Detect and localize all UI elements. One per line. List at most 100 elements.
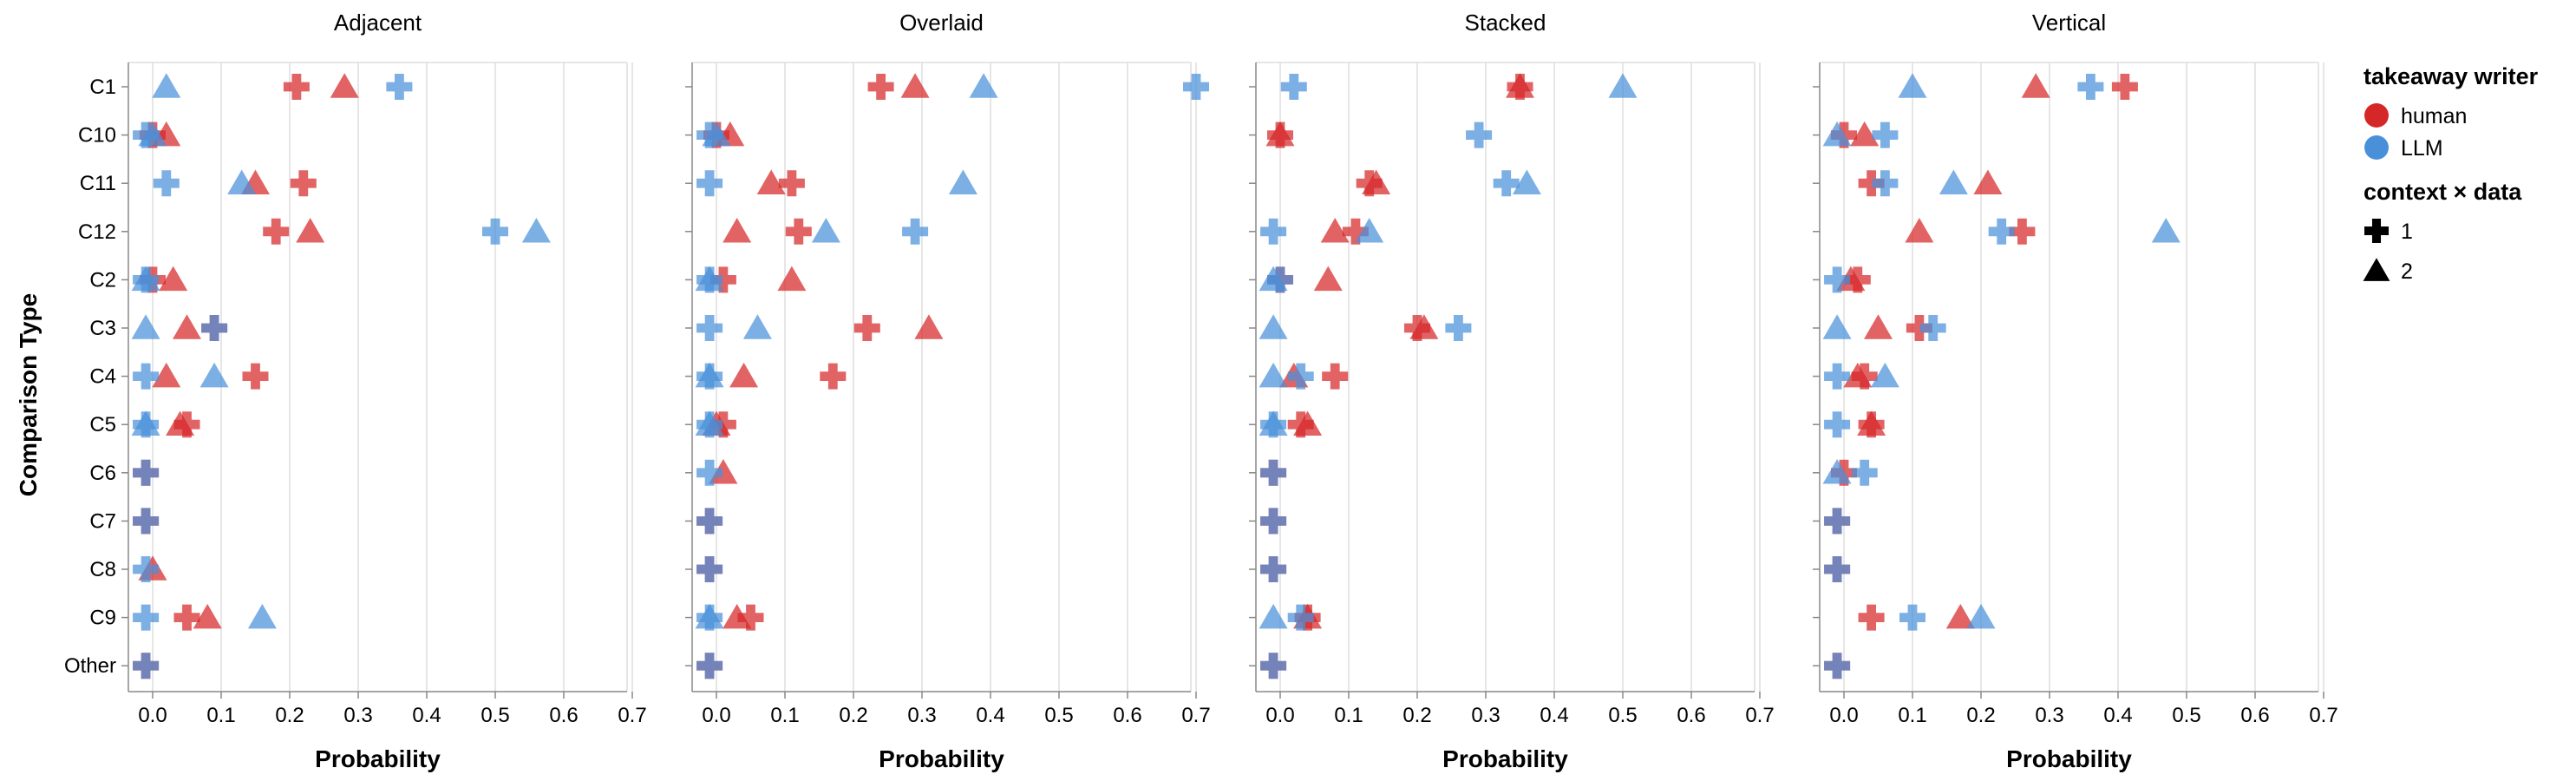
point-llm-triangle-c5 — [131, 410, 160, 436]
x-tick-label: 0.7 — [618, 704, 646, 727]
point-human-triangle-c4 — [1843, 362, 1873, 388]
facet-adjacent: Adjacent 0.0 0.1 0.2 0.3 0.4 0.5 0.6 0.7 C1 C10 C11… — [64, 10, 647, 772]
legend-swatch-human — [2364, 103, 2389, 128]
facet-stacked: Stacked 0.0 0.1 0.2 0.3 0.4 0.5 0.6 0.7 Probabili… — [1249, 10, 1775, 772]
point-llm-cross-c8 — [133, 556, 160, 582]
point-human-cross-c9 — [1858, 604, 1885, 631]
point-human-triangle-c2 — [1313, 266, 1343, 292]
point-llm-triangle-c4 — [1870, 362, 1899, 388]
point-human-cross-c11 — [1858, 170, 1885, 197]
point-llm-cross-c3 — [696, 315, 723, 341]
y-tick-label: C2 — [89, 268, 116, 292]
point-llm-cross-c1 — [1183, 74, 1209, 100]
legend-color-title: takeaway writer — [2364, 63, 2539, 89]
point-human-triangle-c5 — [1857, 410, 1886, 436]
point-llm-triangle-c2 — [131, 266, 160, 292]
point-human-triangle-c12 — [1320, 218, 1350, 243]
x-tick-label: 0.5 — [481, 704, 509, 727]
x-tick-label: 0.2 — [1402, 704, 1431, 727]
point-llm-cross-c12 — [902, 218, 929, 245]
x-tick-label: 0.6 — [1113, 704, 1141, 727]
point-llm-cross-c6 — [1851, 459, 1878, 486]
point-human-triangle-c9 — [1945, 603, 1975, 629]
point-llm-triangle-c1 — [152, 73, 181, 98]
point-llm-cross-c7 — [1824, 508, 1851, 535]
point-llm-cross-c10 — [1466, 121, 1493, 148]
point-llm-triangle-c9 — [695, 603, 724, 629]
x-tick-label: 0.2 — [839, 704, 867, 727]
point-llm-cross-c8 — [1824, 556, 1851, 582]
point-llm-cross-c5 — [1824, 411, 1851, 438]
x-tick-label: 0.1 — [206, 704, 235, 727]
y-tick-label: Other — [64, 654, 116, 678]
point-llm-triangle-c3 — [742, 314, 772, 339]
point-llm-triangle-c10 — [702, 121, 731, 147]
point-llm-triangle-c2 — [695, 266, 724, 292]
x-tick-label: 0.3 — [1471, 704, 1500, 727]
point-human-triangle-c3 — [914, 314, 944, 339]
point-human-triangle-c11 — [1973, 169, 2003, 194]
point-human-triangle-c11 — [1362, 169, 1391, 194]
point-human-triangle-c1 — [900, 73, 930, 98]
point-llm-cross-c3 — [1445, 315, 1472, 341]
point-human-cross-c9 — [173, 604, 200, 631]
point-human-cross-c4 — [1322, 363, 1349, 390]
point-llm-cross-c11 — [153, 170, 180, 197]
legend-shape-triangle-icon — [2363, 258, 2390, 281]
point-human-triangle-c3 — [173, 314, 201, 339]
point-human-triangle-c10 — [1265, 121, 1295, 147]
legend-shape-title: context × data — [2364, 179, 2522, 205]
x-tick-label: 0.1 — [770, 704, 799, 727]
point-llm-triangle-c11 — [1939, 169, 1968, 194]
point-llm-cross-c6 — [696, 459, 723, 486]
point-human-cross-c2 — [709, 266, 736, 293]
point-llm-cross-c4 — [1287, 363, 1314, 390]
x-tick-label: 0.0 — [702, 704, 730, 727]
facet-overlaid: Overlaid 0.0 0.1 0.2 0.3 0.4 0.5 0.6 0.7 Probabil… — [685, 10, 1211, 772]
y-tick-label: C1 — [89, 75, 116, 99]
point-human-triangle-c6 — [709, 459, 738, 484]
x-axis-title: Probability — [879, 745, 1004, 772]
point-llm-cross-other — [1260, 653, 1287, 679]
point-llm-cross-c11 — [1493, 170, 1520, 197]
point-llm-cross-c9 — [1287, 604, 1314, 631]
point-llm-triangle-c12 — [811, 218, 840, 243]
point-llm-triangle-c12 — [521, 218, 551, 243]
point-human-cross-c1 — [2111, 74, 2138, 100]
x-tick-label: 0.2 — [1966, 704, 1995, 727]
point-llm-cross-c1 — [386, 74, 413, 100]
facet-title: Adjacent — [334, 10, 422, 36]
point-llm-triangle-c2 — [1259, 266, 1288, 292]
point-human-triangle-c9 — [193, 603, 222, 629]
point-human-cross-c3 — [1906, 315, 1932, 341]
point-llm-triangle-c1 — [969, 73, 998, 98]
point-human-triangle-c4 — [152, 362, 181, 388]
point-llm-triangle-c5 — [695, 410, 724, 436]
point-human-triangle-c12 — [1905, 218, 1934, 243]
point-llm-triangle-c9 — [247, 603, 277, 629]
x-tick-label: 0.6 — [1677, 704, 1705, 727]
x-tick-label: 0.4 — [976, 704, 1004, 727]
point-llm-triangle-c4 — [1259, 362, 1288, 388]
point-human-triangle-c1 — [2021, 73, 2050, 98]
x-tick-label: 0.7 — [2309, 704, 2337, 727]
x-tick-label: 0.4 — [412, 704, 441, 727]
point-llm-cross-c11 — [696, 170, 723, 197]
point-llm-triangle-c3 — [1822, 314, 1852, 339]
point-human-triangle-c12 — [296, 218, 325, 243]
point-llm-cross-c8 — [696, 556, 723, 582]
point-llm-cross-c3 — [1919, 315, 1946, 341]
point-llm-triangle-c4 — [199, 362, 229, 388]
point-llm-triangle-c11 — [948, 169, 977, 194]
point-llm-cross-c10 — [1872, 121, 1899, 148]
point-llm-cross-c1 — [2077, 74, 2104, 100]
legend-label-human: human — [2401, 104, 2467, 128]
y-tick-label: C10 — [78, 124, 116, 148]
y-tick-label: C6 — [89, 462, 116, 485]
point-llm-triangle-c1 — [1898, 73, 1927, 98]
point-human-cross-c12 — [2009, 218, 2036, 245]
point-human-cross-c11 — [290, 170, 317, 197]
point-llm-cross-c1 — [1280, 74, 1307, 100]
x-tick-label: 0.0 — [138, 704, 167, 727]
